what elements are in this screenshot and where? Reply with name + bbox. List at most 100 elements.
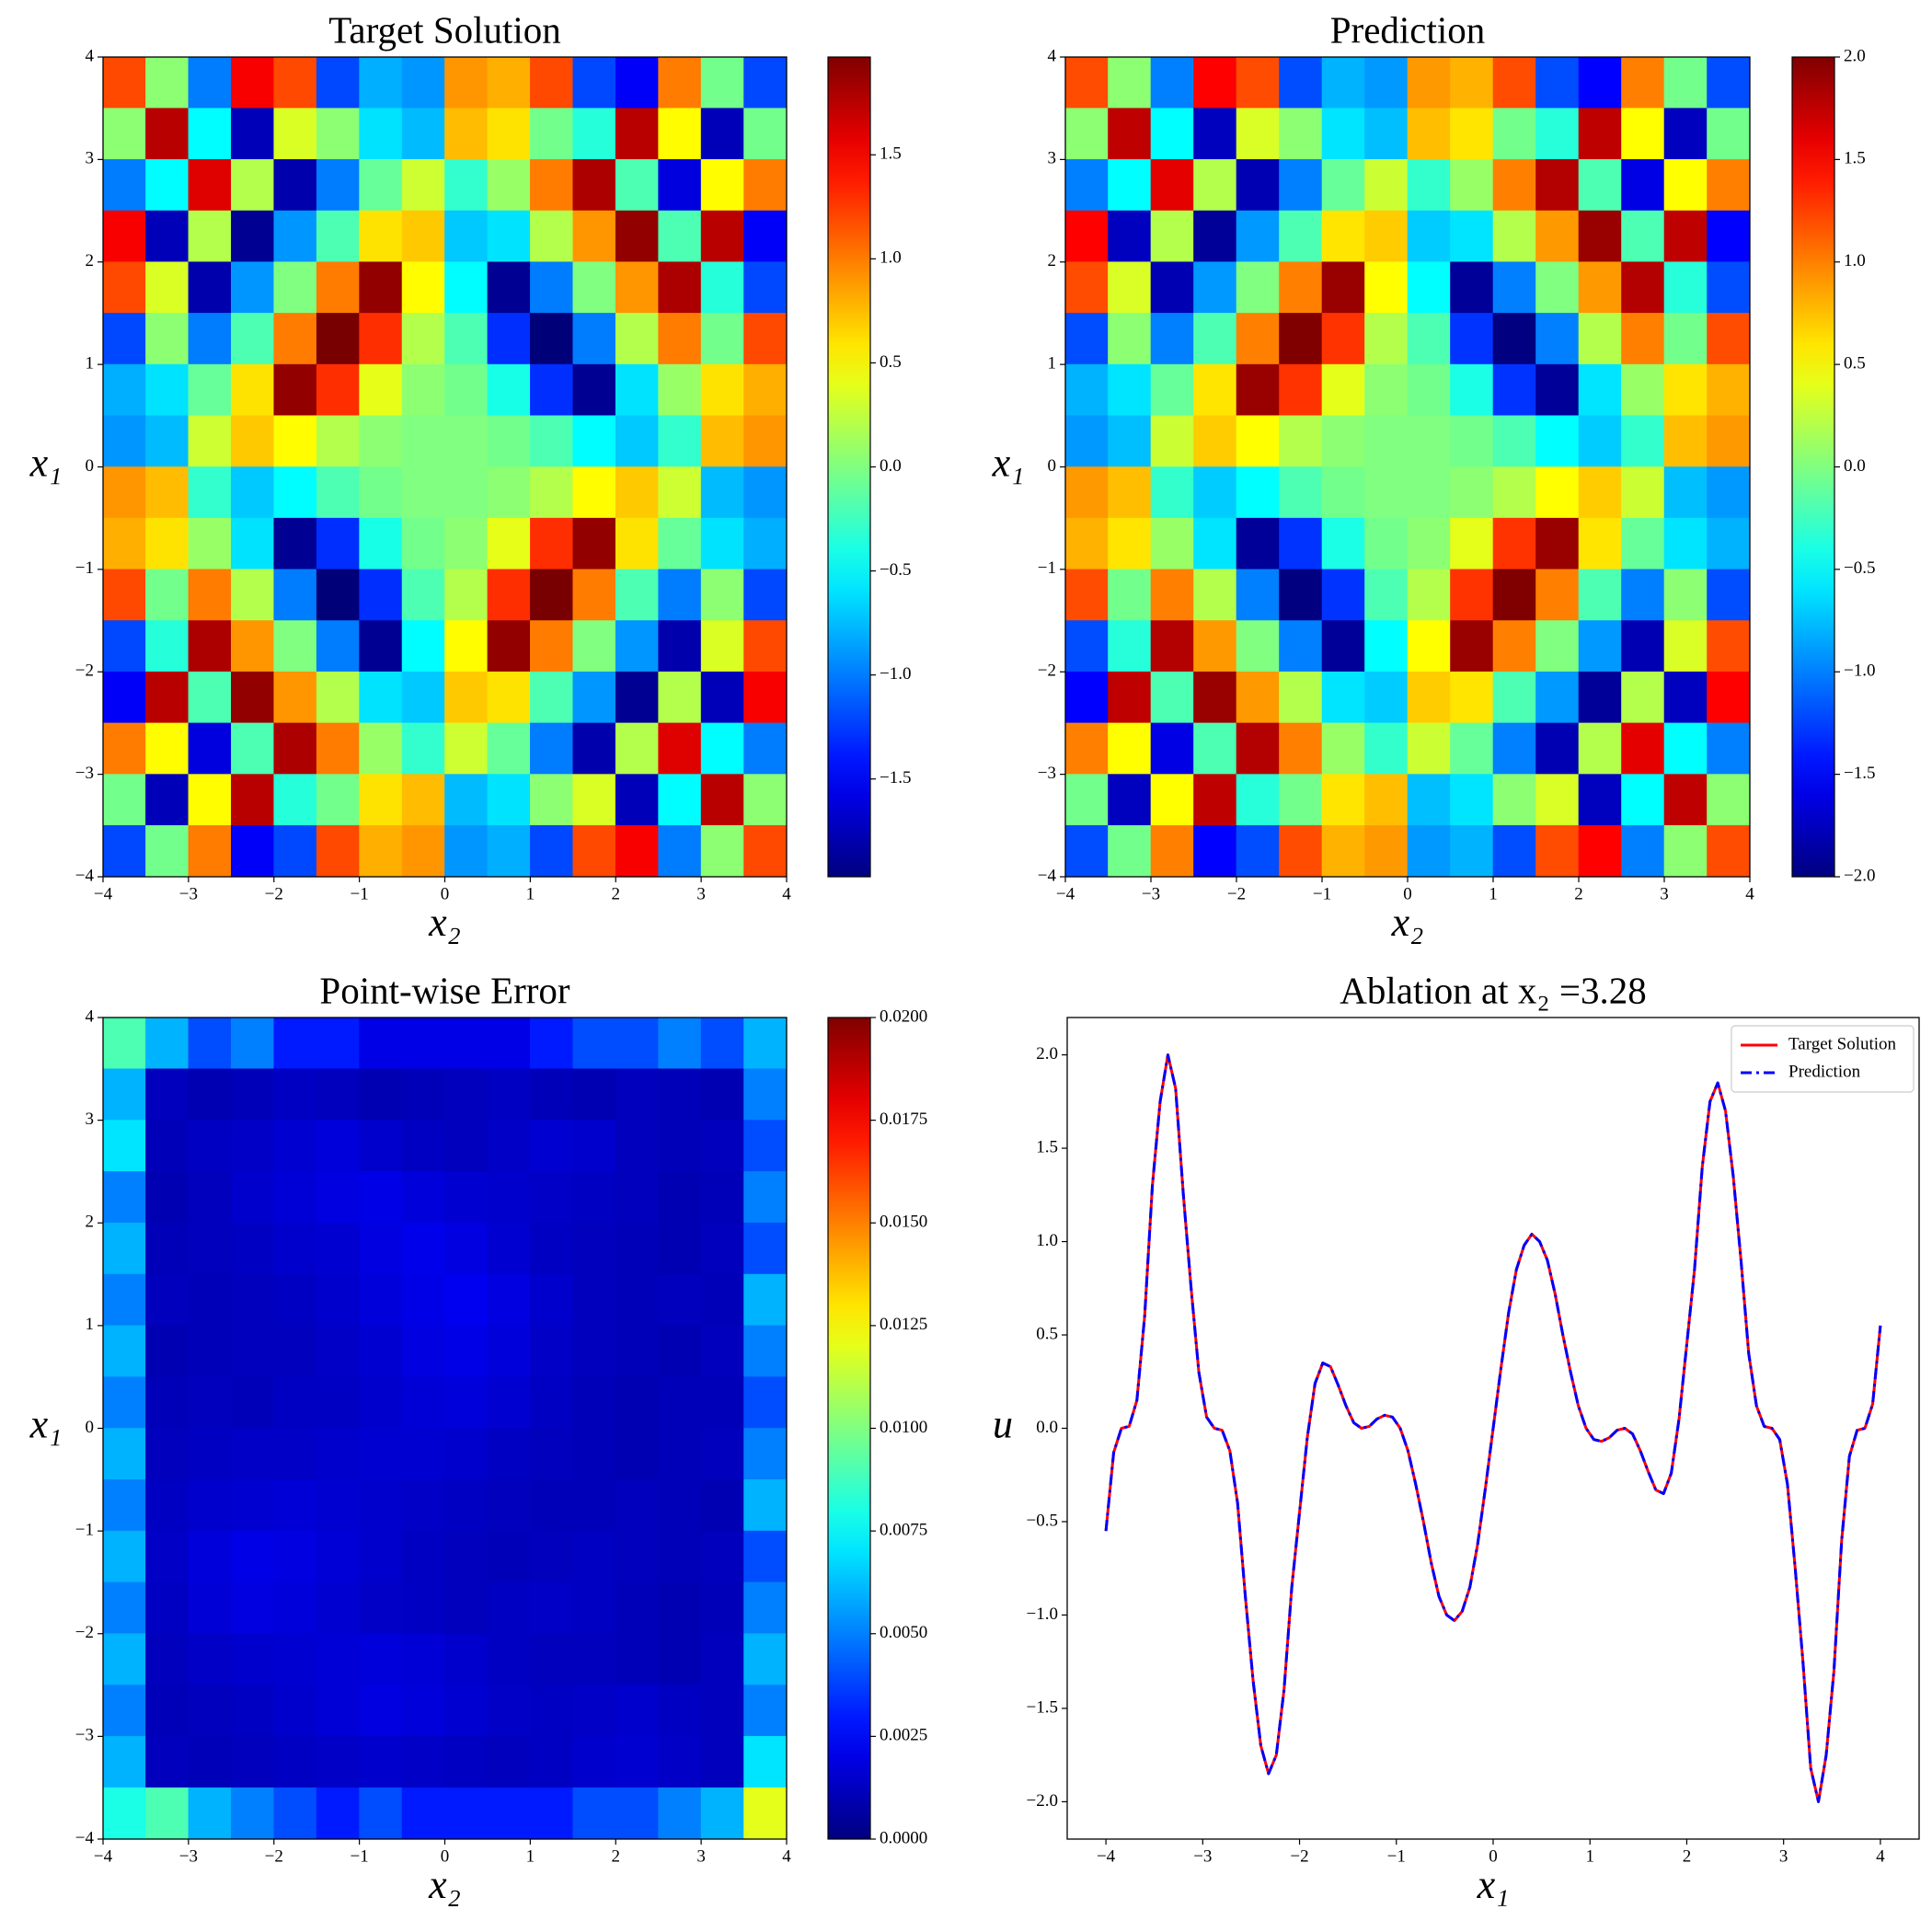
heatmap-cell [231, 1325, 275, 1377]
heatmap-cell [1108, 517, 1152, 570]
heatmap-cell [188, 1222, 232, 1275]
heatmap-cell [401, 210, 445, 263]
heatmap-cell [615, 1376, 659, 1429]
heatmap-cell [658, 210, 702, 263]
colorbar-tick-label: 0.0 [1844, 456, 1866, 476]
heatmap-cell [316, 1581, 360, 1635]
heatmap-cell [273, 1068, 317, 1121]
heatmap-cell [1193, 261, 1237, 314]
heatmap-cell [145, 1273, 190, 1327]
heatmap-cell [1535, 108, 1580, 160]
heatmap-cell [102, 825, 146, 878]
heatmap-cell [273, 1633, 317, 1685]
heatmap-cell [1492, 722, 1536, 775]
heatmap-cell [743, 1017, 788, 1070]
heatmap-cell [487, 1736, 531, 1788]
heatmap-cell [1707, 620, 1751, 673]
heatmap-cell [316, 1325, 360, 1377]
heatmap-cell [1150, 825, 1194, 878]
heatmap-cell [572, 1581, 616, 1635]
heatmap-cell [1364, 671, 1409, 724]
colorbar-tick-label: 0.0075 [880, 1520, 927, 1539]
heatmap-cell [316, 415, 360, 467]
heatmap-cell [401, 415, 445, 467]
heatmap-cell [1108, 313, 1152, 365]
heatmap-cell [231, 1222, 275, 1275]
heatmap-cell [1450, 671, 1494, 724]
heatmap-cell [188, 415, 232, 467]
heatmap-cell [1621, 363, 1665, 417]
y-tick-label: 4 [1048, 46, 1057, 65]
heatmap-cell [1663, 722, 1708, 775]
heatmap-cell [102, 1581, 146, 1635]
heatmap-cell [1578, 159, 1622, 212]
heatmap-cell [1236, 620, 1280, 673]
heatmap-cell [231, 210, 275, 263]
heatmap-cell [1193, 774, 1237, 826]
heatmap-cell [1279, 671, 1323, 724]
heatmap-cell [1321, 415, 1365, 467]
heatmap-cell [145, 56, 190, 109]
heatmap-cell [572, 1222, 616, 1275]
heatmap-cell [145, 108, 190, 160]
heatmap-cell [401, 1068, 445, 1121]
heatmap-cell [1621, 159, 1665, 212]
heatmap-cell [743, 1171, 788, 1224]
heatmap-cell [1236, 108, 1280, 160]
heatmap-cell [1492, 825, 1536, 878]
heatmap-cell [316, 1222, 360, 1275]
heatmap-cell [1707, 415, 1751, 467]
heatmap-cell [359, 261, 403, 314]
x-tick-label: −3 [1142, 884, 1160, 903]
heatmap-cell [572, 569, 616, 621]
heatmap-cell [530, 1068, 574, 1121]
heatmap-cell [487, 56, 531, 109]
heatmap-cell [1193, 210, 1237, 263]
x-tick-label: 3 [696, 1846, 706, 1866]
heatmap-cell [1407, 363, 1451, 417]
x-tick-label: −3 [1193, 1846, 1212, 1866]
heatmap-cell [1450, 210, 1494, 263]
heatmap-cell [444, 210, 489, 263]
heatmap-cell [1621, 569, 1665, 621]
heatmap-cell [145, 313, 190, 365]
heatmap-cell [1707, 466, 1751, 519]
heatmap-cell [1707, 159, 1751, 212]
heatmap-cell [1364, 108, 1409, 160]
heatmap-cell [658, 1273, 702, 1327]
heatmap-cell [231, 517, 275, 570]
y-tick-label: −3 [75, 1726, 94, 1745]
heatmap-cell [273, 1171, 317, 1224]
heatmap-cell [1535, 313, 1580, 365]
heatmap-cell [615, 1736, 659, 1788]
heatmap-cell [572, 1685, 616, 1737]
heatmap-cell [273, 261, 317, 314]
heatmap-cell [700, 1171, 744, 1224]
x-tick-label: 4 [1745, 884, 1754, 903]
heatmap-cell [615, 1068, 659, 1121]
heatmap-cell [1279, 466, 1323, 519]
heatmap-cell [658, 1581, 702, 1635]
heatmap-cell [444, 415, 489, 467]
heatmap-cell [401, 722, 445, 775]
x-tick-label: 0 [441, 884, 450, 903]
heatmap-cell [231, 415, 275, 467]
heatmap-cell [1364, 825, 1409, 878]
heatmap-cell [231, 1581, 275, 1635]
heatmap-cell [1621, 466, 1665, 519]
heatmap-cell [401, 159, 445, 212]
chart-title: Prediction [1330, 8, 1486, 51]
heatmap-cell [145, 722, 190, 775]
heatmap-cell [1364, 210, 1409, 263]
heatmap-cell [700, 671, 744, 724]
heatmap-cell [1663, 210, 1708, 263]
heatmap-cell [1535, 825, 1580, 878]
heatmap-cell [145, 1068, 190, 1121]
heatmap-cell [273, 722, 317, 775]
heatmap-cell [1492, 363, 1536, 417]
x-tick-label: 2 [1574, 884, 1583, 903]
heatmap-cell [615, 1581, 659, 1635]
heatmap-cell [316, 1479, 360, 1532]
heatmap-cell [231, 1428, 275, 1480]
colorbar-tick-label: 0.0175 [880, 1110, 927, 1129]
